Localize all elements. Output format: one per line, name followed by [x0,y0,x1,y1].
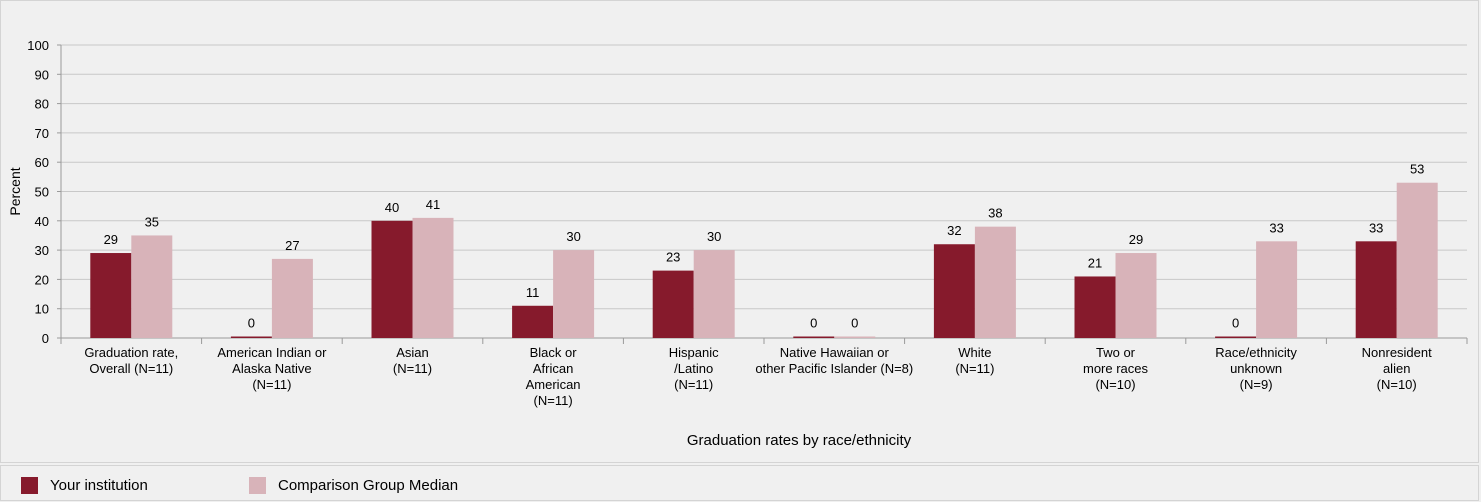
data-label: 33 [1269,220,1283,235]
bar-your-institution [1215,336,1257,338]
x-tick-label: (N=11) [955,361,994,376]
bar-your-institution [652,270,694,338]
y-tick-label: 40 [35,214,49,229]
y-tick-label: 80 [35,97,49,112]
data-label: 32 [947,223,961,238]
data-label: 0 [1232,316,1239,331]
bar-your-institution [1355,241,1397,338]
y-tick-label: 60 [35,155,49,170]
legend-item-your-institution: Your institution [21,476,148,494]
x-tick-label: Native Hawaiian or [780,345,890,360]
x-tick-label: (N=10) [1377,377,1417,392]
y-tick-label: 10 [35,302,49,317]
bar-your-institution [371,220,413,338]
bar-comparison-median [693,250,735,338]
data-label: 41 [426,197,440,212]
bar-chart: 0 10 20 30 40 50 60 70 80 90 100 29 35 Graduation rat… [7,38,1468,449]
bar-comparison-median [412,217,454,338]
legend: Your institution Comparison Group Median [0,465,1479,501]
x-tick-label: Graduation rate, [84,345,178,360]
data-label: 23 [666,250,680,265]
bar-comparison-median [1115,253,1157,338]
bar-your-institution [230,336,272,338]
x-tick-label: /Latino [674,361,713,376]
data-label: 33 [1369,220,1383,235]
data-label: 30 [707,229,721,244]
y-tick-label: 20 [35,272,49,287]
x-tick-label: (N=10) [1095,377,1135,392]
bar-comparison-median [271,258,313,338]
x-tick-label: (N=11) [674,377,713,392]
data-label: 21 [1088,255,1102,270]
x-tick-label: African [533,361,573,376]
bar-comparison-median [1396,182,1438,338]
bar-comparison-median [834,336,876,338]
x-tick-label: (N=11) [393,361,432,376]
bar-comparison-median [974,226,1016,338]
x-axis-title: Graduation rates by race/ethnicity [687,432,912,449]
data-label: 11 [526,285,540,300]
x-tick-label: Black or [530,345,578,360]
x-tick-label: Alaska Native [232,361,311,376]
data-label: 53 [1410,162,1424,177]
x-tick-label: (N=11) [252,377,291,392]
x-tick-label: unknown [1230,361,1282,376]
x-tick-label: American [526,377,581,392]
x-tick-label: Asian [396,345,429,360]
y-tick-label: 0 [42,331,49,346]
x-tick-label: more races [1083,361,1149,376]
data-label: 29 [1129,232,1143,247]
legend-item-comparison-group-median: Comparison Group Median [249,476,458,494]
y-axis-title: Percent [7,167,23,215]
legend-label-comparison-group-median: Comparison Group Median [278,476,459,494]
data-label: 0 [851,316,858,331]
chart-frame: 0 10 20 30 40 50 60 70 80 90 100 29 35 Graduation rat… [0,0,1479,463]
data-label: 30 [566,229,580,244]
data-label: 35 [145,214,159,229]
y-tick-label: 30 [35,243,49,258]
x-tick-label: White [958,345,991,360]
legend-swatch-your-institution [21,476,38,494]
bar-your-institution [90,253,132,338]
data-label: 29 [104,232,118,247]
data-label: 38 [988,206,1002,221]
bar-comparison-median [131,235,173,338]
data-label: 27 [285,238,299,253]
y-tick-label: 90 [35,67,49,82]
x-tick-label: other Pacific Islander (N=8) [755,361,913,376]
x-tick-label: Race/ethnicity [1215,345,1297,360]
x-tick-label: (N=9) [1240,377,1273,392]
bar-comparison-median [553,250,595,338]
x-tick-label: Overall (N=11) [89,361,173,376]
bar-comparison-median [1256,241,1298,338]
x-tick-label: Hispanic [669,345,719,360]
data-label: 40 [385,200,399,215]
x-tick-label: (N=11) [534,393,573,408]
bar-your-institution [933,244,975,338]
data-label: 0 [810,316,817,331]
x-tick-label: American Indian or [217,345,327,360]
y-tick-label: 70 [35,126,49,141]
y-tick-label: 100 [27,38,49,53]
y-tick-label: 50 [35,185,49,200]
x-tick-label: Nonresident [1362,345,1432,360]
bar-your-institution [793,336,835,338]
x-tick-label: alien [1383,361,1410,376]
legend-swatch-comparison-group-median [249,476,266,494]
bar-your-institution [512,305,554,338]
data-label: 0 [248,316,255,331]
x-tick-label: Two or [1096,345,1136,360]
bar-your-institution [1074,276,1116,338]
legend-label-your-institution: Your institution [50,476,148,494]
